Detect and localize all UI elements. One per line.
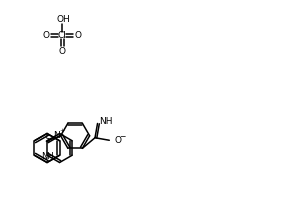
Text: S: S xyxy=(44,135,50,144)
Text: O: O xyxy=(58,46,66,56)
Text: O: O xyxy=(42,31,50,40)
Text: OH: OH xyxy=(56,16,70,24)
Text: Cl: Cl xyxy=(58,31,66,40)
Text: NH: NH xyxy=(41,152,53,161)
Text: N: N xyxy=(53,131,60,140)
Text: NH: NH xyxy=(99,117,113,126)
Text: O: O xyxy=(74,31,82,40)
Text: −: − xyxy=(119,132,126,141)
Text: O: O xyxy=(114,136,121,145)
Text: +: + xyxy=(59,128,64,133)
